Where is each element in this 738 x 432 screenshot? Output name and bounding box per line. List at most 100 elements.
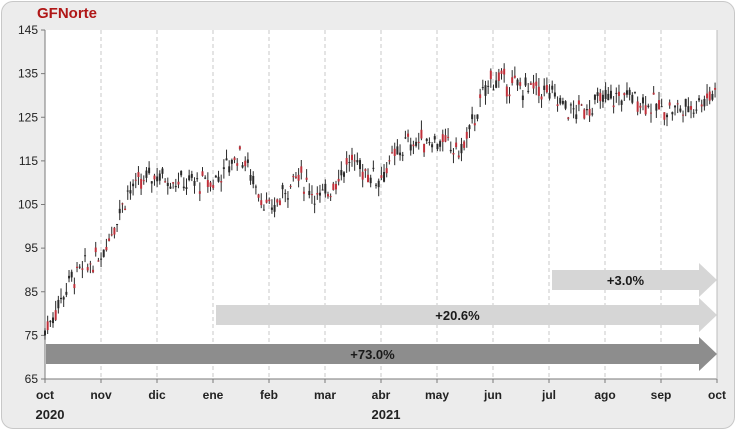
candle-body bbox=[674, 105, 677, 108]
candle-body bbox=[473, 123, 476, 126]
candle-body bbox=[262, 209, 265, 211]
candle-body bbox=[302, 191, 305, 194]
candle-body bbox=[273, 205, 276, 212]
candle-body bbox=[577, 100, 580, 105]
candle-body bbox=[316, 193, 319, 195]
candle-body bbox=[220, 181, 223, 183]
candle-body bbox=[647, 105, 650, 107]
candle-body bbox=[100, 258, 103, 260]
candle-body bbox=[484, 85, 487, 96]
candle-body bbox=[361, 171, 364, 180]
x-tick-label: sep bbox=[651, 388, 672, 402]
candle-body bbox=[527, 90, 530, 92]
candle-body bbox=[468, 125, 471, 130]
candle-body bbox=[487, 85, 490, 87]
candle-body bbox=[591, 113, 594, 115]
candle-body bbox=[105, 246, 108, 251]
candle-body bbox=[631, 94, 634, 103]
y-tick-label: 95 bbox=[25, 241, 39, 255]
candle-body bbox=[340, 170, 343, 176]
candle-body bbox=[153, 175, 156, 180]
x-tick-label: abr bbox=[372, 388, 391, 402]
candle-body bbox=[393, 148, 396, 156]
candle-body bbox=[617, 91, 620, 96]
candle-body bbox=[455, 142, 458, 148]
performance-arrow bbox=[216, 298, 717, 332]
candle-body bbox=[540, 96, 543, 100]
x-tick-label: ene bbox=[203, 388, 224, 402]
candle-body bbox=[535, 81, 538, 86]
candle-body bbox=[700, 104, 703, 107]
candle-body bbox=[508, 94, 511, 97]
candle-body bbox=[68, 275, 71, 279]
y-tick-label: 105 bbox=[18, 198, 38, 212]
candle-body bbox=[449, 149, 452, 152]
candle-body bbox=[174, 185, 177, 188]
candle-body bbox=[585, 109, 588, 111]
x-tick-label: mar bbox=[314, 388, 336, 402]
candle-body bbox=[655, 103, 658, 111]
candle-body bbox=[463, 141, 466, 148]
candle-body bbox=[70, 271, 73, 278]
candle-body bbox=[342, 172, 345, 177]
candle-body bbox=[524, 77, 527, 86]
candle-body bbox=[663, 112, 666, 120]
candle-body bbox=[78, 266, 81, 268]
candle-body bbox=[444, 135, 447, 142]
candle-body bbox=[348, 162, 351, 164]
candle-body bbox=[372, 167, 375, 169]
y-tick-label: 75 bbox=[25, 328, 39, 342]
candle-body bbox=[601, 94, 604, 102]
candle-body bbox=[652, 92, 655, 95]
candle-body bbox=[86, 267, 89, 271]
candle-body bbox=[607, 93, 610, 101]
candle-body bbox=[121, 203, 124, 205]
candle-body bbox=[404, 137, 407, 139]
performance-label: +3.0% bbox=[607, 273, 645, 288]
candle-body bbox=[228, 166, 231, 173]
candle-body bbox=[513, 75, 516, 78]
candle-body bbox=[289, 185, 292, 187]
candle-body bbox=[201, 171, 204, 176]
candle-body bbox=[332, 183, 335, 190]
candle-body bbox=[529, 83, 532, 85]
candle-body bbox=[364, 169, 367, 171]
candle-body bbox=[97, 260, 100, 262]
candle-body bbox=[156, 176, 159, 182]
candle-body bbox=[423, 143, 426, 153]
candle-body bbox=[644, 105, 647, 115]
candle-body bbox=[65, 291, 68, 295]
candle-body bbox=[172, 182, 175, 184]
candle-body bbox=[593, 95, 596, 100]
candle-body bbox=[297, 174, 300, 181]
candle-body bbox=[268, 199, 271, 202]
candle-body bbox=[564, 101, 567, 109]
x-tick-label: dic bbox=[148, 388, 166, 402]
candle-body bbox=[305, 177, 308, 180]
x-tick-label: oct bbox=[36, 388, 54, 402]
candle-body bbox=[537, 86, 540, 96]
candle-body bbox=[284, 193, 287, 195]
candle-body bbox=[479, 94, 482, 99]
candle-body bbox=[425, 138, 428, 141]
candle-body bbox=[270, 207, 273, 210]
candle-body bbox=[380, 175, 383, 178]
candle-body bbox=[492, 89, 495, 91]
candle-body bbox=[281, 185, 284, 190]
x-tick-label: ago bbox=[594, 388, 615, 402]
candle-body bbox=[57, 299, 60, 309]
candle-body bbox=[286, 198, 289, 200]
candle-body bbox=[495, 80, 498, 88]
candle-body bbox=[326, 194, 329, 197]
candle-body bbox=[308, 190, 311, 196]
candle-body bbox=[625, 90, 628, 95]
candle-body bbox=[441, 134, 444, 143]
candle-body bbox=[604, 89, 607, 100]
candle-body bbox=[559, 97, 562, 104]
candle-body bbox=[351, 154, 354, 161]
candle-body bbox=[519, 82, 522, 86]
candle-body bbox=[345, 158, 348, 165]
candle-body bbox=[244, 160, 247, 167]
candle-body bbox=[260, 200, 263, 206]
